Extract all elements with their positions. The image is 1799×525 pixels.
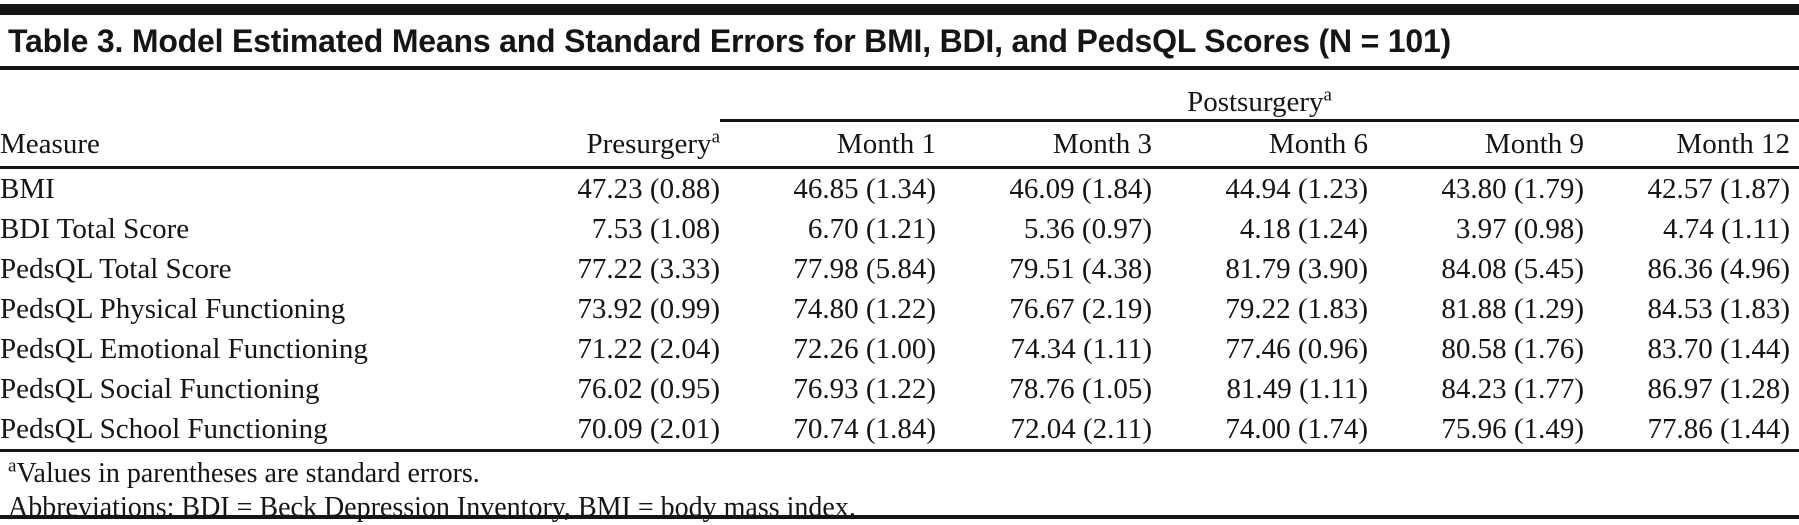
footnote-standard-errors: aValues in parentheses are standard erro… (8, 457, 1791, 491)
column-header-month-9: Month 9 (1368, 120, 1584, 169)
spanner-row: Postsurgerya (0, 70, 1799, 122)
cell-month-9: 84.08 (5.45) (1441, 252, 1584, 285)
cell-presurgery: 76.02 (0.95) (577, 372, 720, 405)
cell-month-1: 74.80 (1.22) (793, 292, 936, 325)
presurgery-footnote-mark: a (711, 126, 720, 148)
cell-month-1: 46.85 (1.34) (793, 172, 936, 205)
cell-month-12: 42.57 (1.87) (1647, 172, 1791, 205)
cell-month-1: 77.98 (5.84) (793, 252, 936, 285)
column-header-month-6: Month 6 (1152, 120, 1368, 169)
table-row-pedsql-school: PedsQL School Functioning 70.09 (2.01) 7… (0, 409, 1799, 452)
cell-month-9: 75.96 (1.49) (1368, 409, 1584, 452)
cell-presurgery: 71.22 (2.04) (577, 332, 720, 365)
cell-month-6: 77.46 (0.96) (1225, 332, 1368, 365)
cell-month-9: 81.88 (1.29) (1441, 292, 1584, 325)
cell-month-6: 44.94 (1.23) (1225, 172, 1368, 205)
cell-month-12: 83.70 (1.44) (1647, 332, 1791, 365)
column-header-row: Measure Presurgerya Month 1 Month 3 Mont… (0, 120, 1799, 169)
cell-presurgery: 73.92 (0.99) (577, 292, 720, 325)
cell-presurgery: 77.22 (3.33) (577, 252, 720, 285)
cell-month-9: 80.58 (1.76) (1441, 332, 1584, 365)
table-row-pedsql-physical: PedsQL Physical Functioning 73.92 (0.99)… (0, 289, 1799, 329)
cell-month-12: 86.97 (1.28) (1647, 372, 1791, 405)
measure-label: BMI (0, 172, 55, 205)
cell-month-9: 3.97 (0.98) (1455, 212, 1584, 245)
measure-label: PedsQL School Functioning (0, 409, 430, 452)
cell-presurgery: 70.09 (2.01) (430, 409, 720, 452)
table-row-bmi: BMI 47.23 (0.88) 46.85 (1.34) 46.09 (1.8… (0, 168, 1799, 210)
table-title: Table 3. Model Estimated Means and Stand… (8, 23, 1452, 59)
cell-month-3: 76.67 (2.19) (1009, 292, 1152, 325)
measure-label: PedsQL Total Score (0, 252, 232, 285)
cell-month-3: 78.76 (1.05) (1009, 372, 1152, 405)
column-header-month-12: Month 12 (1584, 120, 1799, 169)
column-header-presurgery: Presurgerya (430, 120, 720, 169)
cell-month-12: 86.36 (4.96) (1647, 252, 1791, 285)
presurgery-label: Presurgery (586, 128, 712, 160)
title-rule (0, 66, 1799, 70)
footnote-abbreviations: Abbreviations: BDI = Beck Depression Inv… (8, 492, 856, 523)
cell-month-6: 4.18 (1.24) (1239, 212, 1368, 245)
cell-month-3: 74.34 (1.11) (1010, 332, 1153, 365)
cell-month-12: 84.53 (1.83) (1647, 292, 1791, 325)
table-row-pedsql-total: PedsQL Total Score 77.22 (3.33) 77.98 (5… (0, 249, 1799, 289)
cell-month-1: 6.70 (1.21) (807, 212, 936, 245)
cell-month-1: 72.26 (1.00) (793, 332, 936, 365)
cell-presurgery: 47.23 (0.88) (577, 172, 720, 205)
cell-month-6: 81.79 (3.90) (1225, 252, 1368, 285)
table-row-pedsql-social: PedsQL Social Functioning 76.02 (0.95) 7… (0, 369, 1799, 409)
postsurgery-spanner: Postsurgerya (720, 70, 1799, 122)
results-table: Postsurgerya Measure Presurgerya Month 1… (0, 70, 1799, 452)
top-rule (0, 4, 1799, 15)
table-row-pedsql-emotional: PedsQL Emotional Functioning 71.22 (2.04… (0, 329, 1799, 369)
table-row-bdi-total: BDI Total Score 7.53 (1.08) 6.70 (1.21) … (0, 209, 1799, 249)
bottom-rule (0, 515, 1799, 519)
cell-month-9: 43.80 (1.79) (1441, 172, 1584, 205)
measure-label: PedsQL Social Functioning (0, 372, 320, 405)
cell-month-12: 4.74 (1.11) (1663, 212, 1791, 245)
footnote-mark-a: a (8, 455, 17, 477)
cell-month-3: 46.09 (1.84) (1009, 172, 1152, 205)
cell-month-3: 5.36 (0.97) (1023, 212, 1152, 245)
cell-month-3: 79.51 (4.38) (1009, 252, 1152, 285)
footnote-text: Values in parentheses are standard error… (16, 458, 480, 489)
measure-label: PedsQL Physical Functioning (0, 292, 346, 325)
cell-month-1: 76.93 (1.22) (793, 372, 936, 405)
postsurgery-footnote-mark: a (1323, 84, 1332, 106)
column-header-month-1: Month 1 (720, 120, 936, 169)
cell-month-6: 81.49 (1.11) (1226, 372, 1369, 405)
column-header-measure: Measure (0, 120, 430, 169)
measure-label: BDI Total Score (0, 212, 190, 245)
cell-month-6: 79.22 (1.83) (1225, 292, 1368, 325)
cell-month-12: 77.86 (1.44) (1584, 409, 1799, 452)
column-header-month-3: Month 3 (936, 120, 1152, 169)
measure-label: PedsQL Emotional Functioning (0, 332, 368, 365)
spanner-spacer (0, 70, 720, 121)
cell-month-3: 72.04 (2.11) (936, 409, 1152, 452)
cell-presurgery: 7.53 (1.08) (591, 212, 720, 245)
postsurgery-label: Postsurgery (1187, 86, 1324, 118)
cell-month-6: 74.00 (1.74) (1152, 409, 1368, 452)
cell-month-9: 84.23 (1.77) (1441, 372, 1584, 405)
cell-month-1: 70.74 (1.84) (720, 409, 936, 452)
